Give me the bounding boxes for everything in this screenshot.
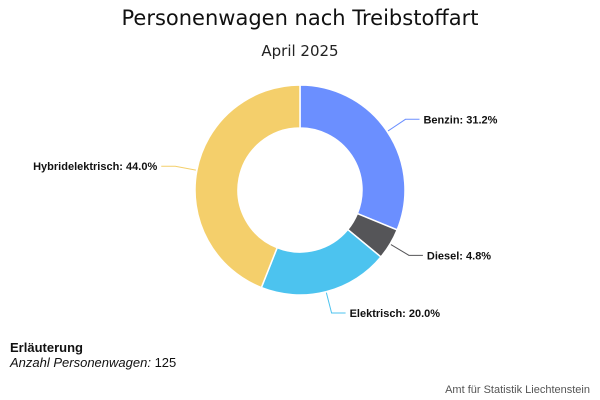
- leader-line-diesel: [390, 244, 423, 256]
- leader-line-elektrisch: [325, 292, 346, 314]
- legend-line: Anzahl Personenwagen: 125: [10, 355, 176, 370]
- slice-label-diesel: Diesel: 4.8%: [427, 250, 491, 262]
- slice-hybridelektrisch[interactable]: [194, 84, 301, 289]
- legend-title: Erläuterung: [10, 340, 83, 355]
- donut-chart: Benzin: 31.2% Diesel: 4.8% Elektrisch: 20.…: [33, 84, 498, 320]
- slice-label-benzin: Benzin: 31.2%: [423, 114, 497, 126]
- chart-subtitle: April 2025: [261, 42, 339, 60]
- source-credit: Amt für Statistik Liechtenstein: [445, 384, 590, 396]
- slice-label-hybridelektrisch: Hybridelektrisch: 44.0%: [33, 161, 157, 173]
- leader-line-hybridelektrisch: [161, 165, 196, 171]
- legend-value: 125: [154, 355, 177, 370]
- slice-benzin[interactable]: [299, 84, 406, 231]
- chart-title: Personenwagen nach Treibstoffart: [121, 6, 479, 30]
- leader-line-benzin: [387, 118, 420, 132]
- slice-label-elektrisch: Elektrisch: 20.0%: [350, 308, 441, 320]
- legend-label: Anzahl Personenwagen:: [10, 355, 151, 370]
